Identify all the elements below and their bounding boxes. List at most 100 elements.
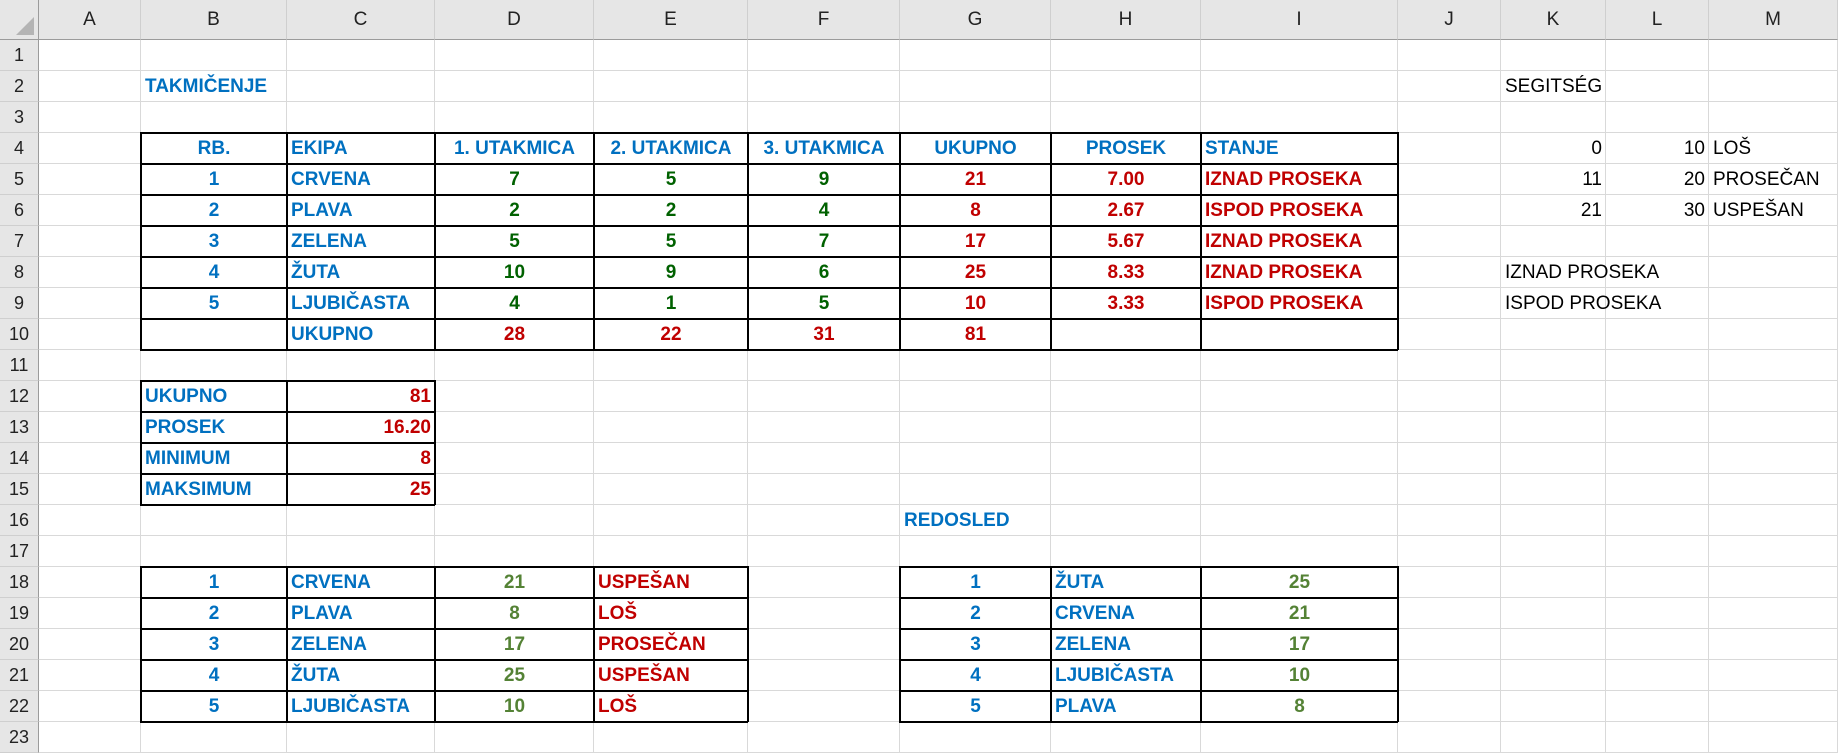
cell-c14[interactable]: 8 (420, 447, 431, 469)
cell-m6[interactable]: USPEŠAN (1713, 199, 1804, 221)
row-header-22[interactable]: 22 (0, 691, 39, 722)
cell-h6[interactable]: 2.67 (1107, 199, 1145, 221)
cell-i9[interactable]: ISPOD PROSEKA (1205, 292, 1364, 314)
cell-k6[interactable]: 21 (1580, 199, 1602, 221)
cell-c18[interactable]: CRVENA (291, 571, 371, 593)
cell-b12[interactable]: UKUPNO (145, 385, 228, 407)
cell-i5[interactable]: IZNAD PROSEKA (1205, 168, 1363, 190)
column-header-e[interactable]: E (594, 0, 748, 40)
cell-b13[interactable]: PROSEK (145, 416, 226, 438)
column-header-g[interactable]: G (900, 0, 1051, 40)
cell-b21[interactable]: 4 (208, 664, 220, 686)
cell-l6[interactable]: 30 (1683, 199, 1705, 221)
cell-d8[interactable]: 10 (503, 261, 526, 283)
cell-f4[interactable]: 3. UTAKMICA (763, 137, 885, 159)
cell-b19[interactable]: 2 (208, 602, 220, 624)
row-header-18[interactable]: 18 (0, 567, 39, 598)
column-header-m[interactable]: M (1709, 0, 1838, 40)
cell-e22[interactable]: LOŠ (598, 695, 638, 717)
column-header-b[interactable]: B (141, 0, 287, 40)
cell-e7[interactable]: 5 (665, 230, 677, 252)
cell-c10[interactable]: UKUPNO (291, 323, 374, 345)
cell-i6[interactable]: ISPOD PROSEKA (1205, 199, 1364, 221)
cell-d18[interactable]: 21 (503, 571, 526, 593)
cell-b2[interactable]: TAKMIČENJE (145, 75, 268, 97)
cell-c21[interactable]: ŽUTA (291, 664, 341, 686)
cell-c7[interactable]: ZELENA (291, 230, 367, 252)
cell-f5[interactable]: 9 (818, 168, 830, 190)
cell-g20[interactable]: 3 (970, 633, 981, 655)
cell-h20[interactable]: ZELENA (1055, 633, 1131, 655)
cell-d22[interactable]: 10 (503, 695, 526, 717)
cell-m4[interactable]: LOŠ (1713, 137, 1752, 159)
cell-h7[interactable]: 5.67 (1107, 230, 1145, 252)
cell-h22[interactable]: PLAVA (1055, 695, 1117, 717)
row-header-5[interactable]: 5 (0, 164, 39, 195)
cell-d5[interactable]: 7 (509, 168, 520, 190)
cell-d6[interactable]: 2 (509, 199, 520, 221)
cell-f7[interactable]: 7 (818, 230, 830, 252)
cell-b5[interactable]: 1 (208, 168, 220, 190)
cell-b8[interactable]: 4 (208, 261, 220, 283)
cell-l4[interactable]: 10 (1683, 137, 1705, 159)
column-header-h[interactable]: H (1051, 0, 1201, 40)
row-header-10[interactable]: 10 (0, 319, 39, 350)
cell-e6[interactable]: 2 (665, 199, 677, 221)
row-header-1[interactable]: 1 (0, 40, 39, 71)
column-header-d[interactable]: D (435, 0, 594, 40)
column-header-i[interactable]: I (1201, 0, 1398, 40)
row-header-15[interactable]: 15 (0, 474, 39, 505)
cell-g18[interactable]: 1 (970, 571, 981, 593)
cell-i7[interactable]: IZNAD PROSEKA (1205, 230, 1363, 252)
cell-g9[interactable]: 10 (964, 292, 987, 314)
cell-f10[interactable]: 31 (813, 323, 835, 345)
cell-b6[interactable]: 2 (208, 199, 220, 221)
cell-k4[interactable]: 0 (1591, 137, 1602, 159)
cell-h5[interactable]: 7.00 (1107, 168, 1145, 190)
cell-c12[interactable]: 81 (409, 385, 431, 407)
column-header-f[interactable]: F (748, 0, 900, 40)
row-header-12[interactable]: 12 (0, 381, 39, 412)
cell-c15[interactable]: 25 (409, 478, 431, 500)
row-header-2[interactable]: 2 (0, 71, 39, 102)
row-header-4[interactable]: 4 (0, 133, 39, 164)
cell-h9[interactable]: 3.33 (1107, 292, 1145, 314)
row-header-3[interactable]: 3 (0, 102, 39, 133)
cell-i22[interactable]: 8 (1294, 695, 1305, 717)
cell-b14[interactable]: MINIMUM (145, 447, 231, 469)
cell-e10[interactable]: 22 (660, 323, 682, 345)
cell-i19[interactable]: 21 (1288, 602, 1311, 624)
row-header-20[interactable]: 20 (0, 629, 39, 660)
cell-d9[interactable]: 4 (509, 292, 520, 314)
cell-e8[interactable]: 9 (665, 261, 677, 283)
row-header-19[interactable]: 19 (0, 598, 39, 629)
cell-e21[interactable]: USPEŠAN (598, 664, 690, 686)
cell-g8[interactable]: 25 (964, 261, 987, 283)
row-header-9[interactable]: 9 (0, 288, 39, 319)
column-header-c[interactable]: C (287, 0, 435, 40)
cell-g16[interactable]: REDOSLED (904, 509, 1010, 531)
row-header-23[interactable]: 23 (0, 722, 39, 753)
row-header-14[interactable]: 14 (0, 443, 39, 474)
cell-f9[interactable]: 5 (818, 292, 830, 314)
cell-i18[interactable]: 25 (1288, 571, 1311, 593)
cell-c22[interactable]: LJUBIČASTA (291, 695, 410, 717)
row-header-17[interactable]: 17 (0, 536, 39, 567)
cell-c4[interactable]: EKIPA (291, 137, 348, 159)
cell-d4[interactable]: 1. UTAKMICA (453, 137, 576, 159)
cell-c8[interactable]: ŽUTA (291, 261, 341, 283)
cell-h21[interactable]: LJUBIČASTA (1055, 664, 1174, 686)
cell-b20[interactable]: 3 (208, 633, 220, 655)
row-header-16[interactable]: 16 (0, 505, 39, 536)
cell-d19[interactable]: 8 (509, 602, 520, 624)
cell-e19[interactable]: LOŠ (598, 602, 638, 624)
row-header-8[interactable]: 8 (0, 257, 39, 288)
cell-k2[interactable]: SEGITSÉG (1505, 75, 1603, 97)
row-header-7[interactable]: 7 (0, 226, 39, 257)
cell-g7[interactable]: 17 (964, 230, 987, 252)
cell-i8[interactable]: IZNAD PROSEKA (1205, 261, 1363, 283)
row-header-11[interactable]: 11 (0, 350, 39, 381)
cell-g10[interactable]: 81 (964, 323, 987, 345)
cell-k5[interactable]: 11 (1582, 168, 1602, 190)
